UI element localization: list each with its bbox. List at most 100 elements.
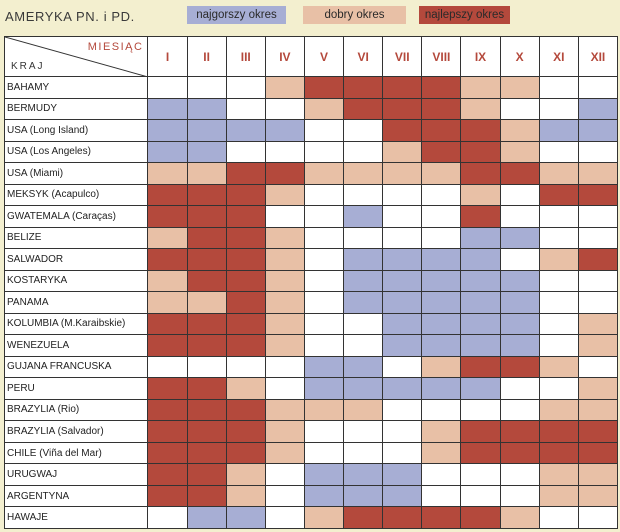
period-cell-none: [303, 441, 345, 465]
period-cell-none: [264, 484, 305, 508]
period-cell-good: [343, 162, 384, 185]
period-cell-none: [343, 119, 384, 142]
period-cell-worst: [499, 312, 540, 336]
period-cell-best: [225, 312, 266, 336]
period-cell-good: [303, 506, 345, 529]
period-cell-best: [499, 420, 540, 443]
table-row: PANAMA: [3, 291, 619, 314]
period-cell-best: [186, 226, 227, 250]
period-cell-best: [225, 441, 266, 465]
country-name: WENEZUELA: [3, 334, 149, 357]
period-cell-good: [186, 162, 227, 185]
period-cell-none: [264, 463, 305, 486]
table-row: PERU: [3, 377, 619, 400]
period-cell-worst: [186, 97, 227, 121]
period-cell-worst: [382, 291, 423, 314]
period-cell-none: [303, 183, 345, 207]
period-cell-good: [147, 162, 188, 185]
period-cell-none: [577, 506, 619, 529]
period-cell-best: [538, 183, 579, 207]
period-cell-none: [577, 76, 619, 99]
period-cell-worst: [303, 463, 345, 486]
period-cell-worst: [343, 248, 384, 271]
period-cell-none: [421, 484, 462, 508]
period-cell-good: [303, 398, 345, 422]
period-cell-best: [460, 441, 501, 465]
period-cell-none: [225, 355, 266, 379]
period-cell-good: [538, 463, 579, 486]
period-cell-none: [303, 334, 345, 357]
country-axis-label: KRAJ: [11, 61, 45, 72]
period-cell-good: [538, 355, 579, 379]
period-cell-none: [264, 97, 305, 121]
period-cell-good: [147, 291, 188, 314]
period-cell-worst: [343, 269, 384, 293]
period-cell-good: [499, 119, 540, 142]
period-cell-none: [382, 398, 423, 422]
period-cell-best: [186, 269, 227, 293]
period-cell-none: [577, 140, 619, 164]
table-corner-header: MIESIĄC KRAJ: [3, 36, 149, 77]
period-cell-best: [225, 334, 266, 357]
period-cell-good: [460, 183, 501, 207]
period-cell-best: [421, 119, 462, 142]
period-cell-good: [460, 97, 501, 121]
period-cell-good: [421, 441, 462, 465]
period-cell-best: [421, 76, 462, 99]
table-row: USA (Los Angeles): [3, 140, 619, 164]
period-cell-best: [538, 420, 579, 443]
period-cell-worst: [499, 291, 540, 314]
legend-good-period: dobry okres: [303, 6, 406, 24]
period-cell-best: [382, 97, 423, 121]
period-cell-worst: [303, 377, 345, 400]
legend-best-period: najlepszy okres: [419, 6, 510, 24]
month-header: X: [499, 36, 540, 77]
period-cell-best: [225, 398, 266, 422]
period-cell-good: [499, 76, 540, 99]
table-body: BAHAMY BERMUDY USA (Long Island) USA (Los A…: [3, 76, 619, 529]
period-cell-worst: [460, 334, 501, 357]
period-cell-good: [538, 484, 579, 508]
month-header: VI: [343, 36, 384, 77]
period-cell-good: [264, 291, 305, 314]
table-row: URUGWAJ: [3, 463, 619, 486]
period-cell-none: [225, 140, 266, 164]
table-row: CHILE (Viña del Mar): [3, 441, 619, 465]
period-cell-best: [147, 377, 188, 400]
period-cell-good: [264, 441, 305, 465]
table-row: ARGENTYNA: [3, 484, 619, 508]
period-cell-worst: [460, 291, 501, 314]
period-cell-best: [147, 334, 188, 357]
period-cell-best: [147, 205, 188, 228]
period-cell-none: [225, 76, 266, 99]
period-cell-good: [382, 162, 423, 185]
period-cell-best: [382, 119, 423, 142]
country-name: KOLUMBIA (M.Karaibskie): [3, 312, 149, 336]
period-cell-none: [382, 441, 423, 465]
period-cell-none: [499, 484, 540, 508]
country-name: USA (Long Island): [3, 119, 149, 142]
period-cell-best: [225, 226, 266, 250]
period-cell-none: [538, 269, 579, 293]
period-cell-none: [538, 334, 579, 357]
period-cell-worst: [186, 140, 227, 164]
period-cell-none: [343, 183, 384, 207]
period-cell-none: [303, 119, 345, 142]
period-cell-none: [499, 97, 540, 121]
period-cell-none: [460, 463, 501, 486]
period-cell-none: [303, 269, 345, 293]
period-cell-best: [577, 420, 619, 443]
period-cell-worst: [421, 334, 462, 357]
period-cell-best: [382, 506, 423, 529]
period-cell-best: [186, 484, 227, 508]
period-cell-none: [382, 420, 423, 443]
climate-calendar-table: MIESIĄC KRAJ I II III IV V VI VII VIII IX X XI XII …: [3, 36, 619, 529]
table-row: KOLUMBIA (M.Karaibskie): [3, 312, 619, 336]
period-cell-worst: [382, 463, 423, 486]
period-cell-worst: [577, 119, 619, 142]
period-cell-best: [460, 355, 501, 379]
country-name: BRAZYLIA (Salvador): [3, 420, 149, 443]
period-cell-worst: [460, 377, 501, 400]
period-cell-none: [421, 398, 462, 422]
period-cell-none: [577, 226, 619, 250]
